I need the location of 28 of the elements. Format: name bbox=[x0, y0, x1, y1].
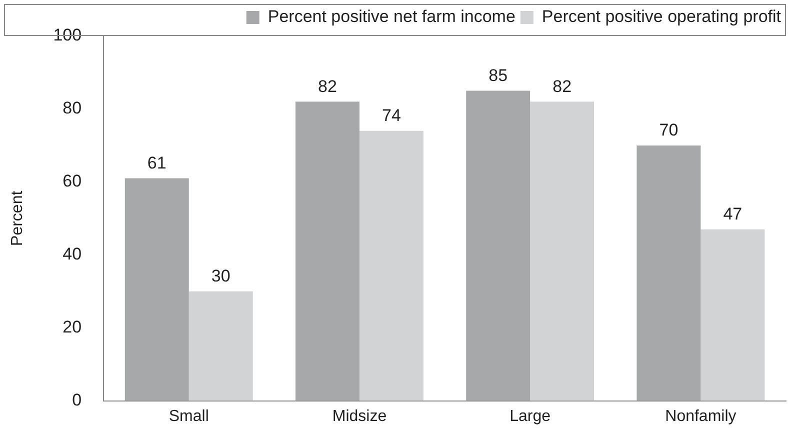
x-tick-label: Large bbox=[510, 408, 551, 425]
bar bbox=[636, 145, 701, 401]
y-tick-label: 40 bbox=[62, 244, 82, 264]
data-label: 47 bbox=[723, 204, 742, 224]
legend-label: Percent positive net farm income bbox=[268, 7, 516, 26]
bar bbox=[124, 178, 189, 401]
bar bbox=[296, 102, 360, 401]
x-tick-label: Nonfamily bbox=[665, 408, 736, 425]
bar bbox=[530, 102, 594, 401]
x-tick-label: Small bbox=[168, 408, 209, 425]
data-label: 85 bbox=[488, 66, 508, 85]
y-tick-label: 60 bbox=[62, 172, 82, 191]
bar bbox=[188, 291, 253, 401]
x-tick-label: Midsize bbox=[332, 408, 387, 425]
y-tick-label: 20 bbox=[62, 318, 82, 337]
bar bbox=[466, 90, 530, 401]
y-tick-label: 0 bbox=[72, 390, 82, 410]
data-label: 61 bbox=[147, 153, 166, 172]
bar bbox=[700, 229, 765, 401]
data-label: 74 bbox=[382, 106, 401, 126]
data-label: 70 bbox=[659, 120, 678, 140]
y-tick-label: 80 bbox=[62, 98, 82, 118]
legend-label: Percent positive operating profit bbox=[542, 7, 782, 26]
data-label: 82 bbox=[552, 76, 572, 96]
data-label: 30 bbox=[211, 266, 230, 286]
data-label: 82 bbox=[318, 76, 337, 96]
bar bbox=[359, 130, 424, 401]
y-axis-title: Percent bbox=[9, 190, 26, 246]
